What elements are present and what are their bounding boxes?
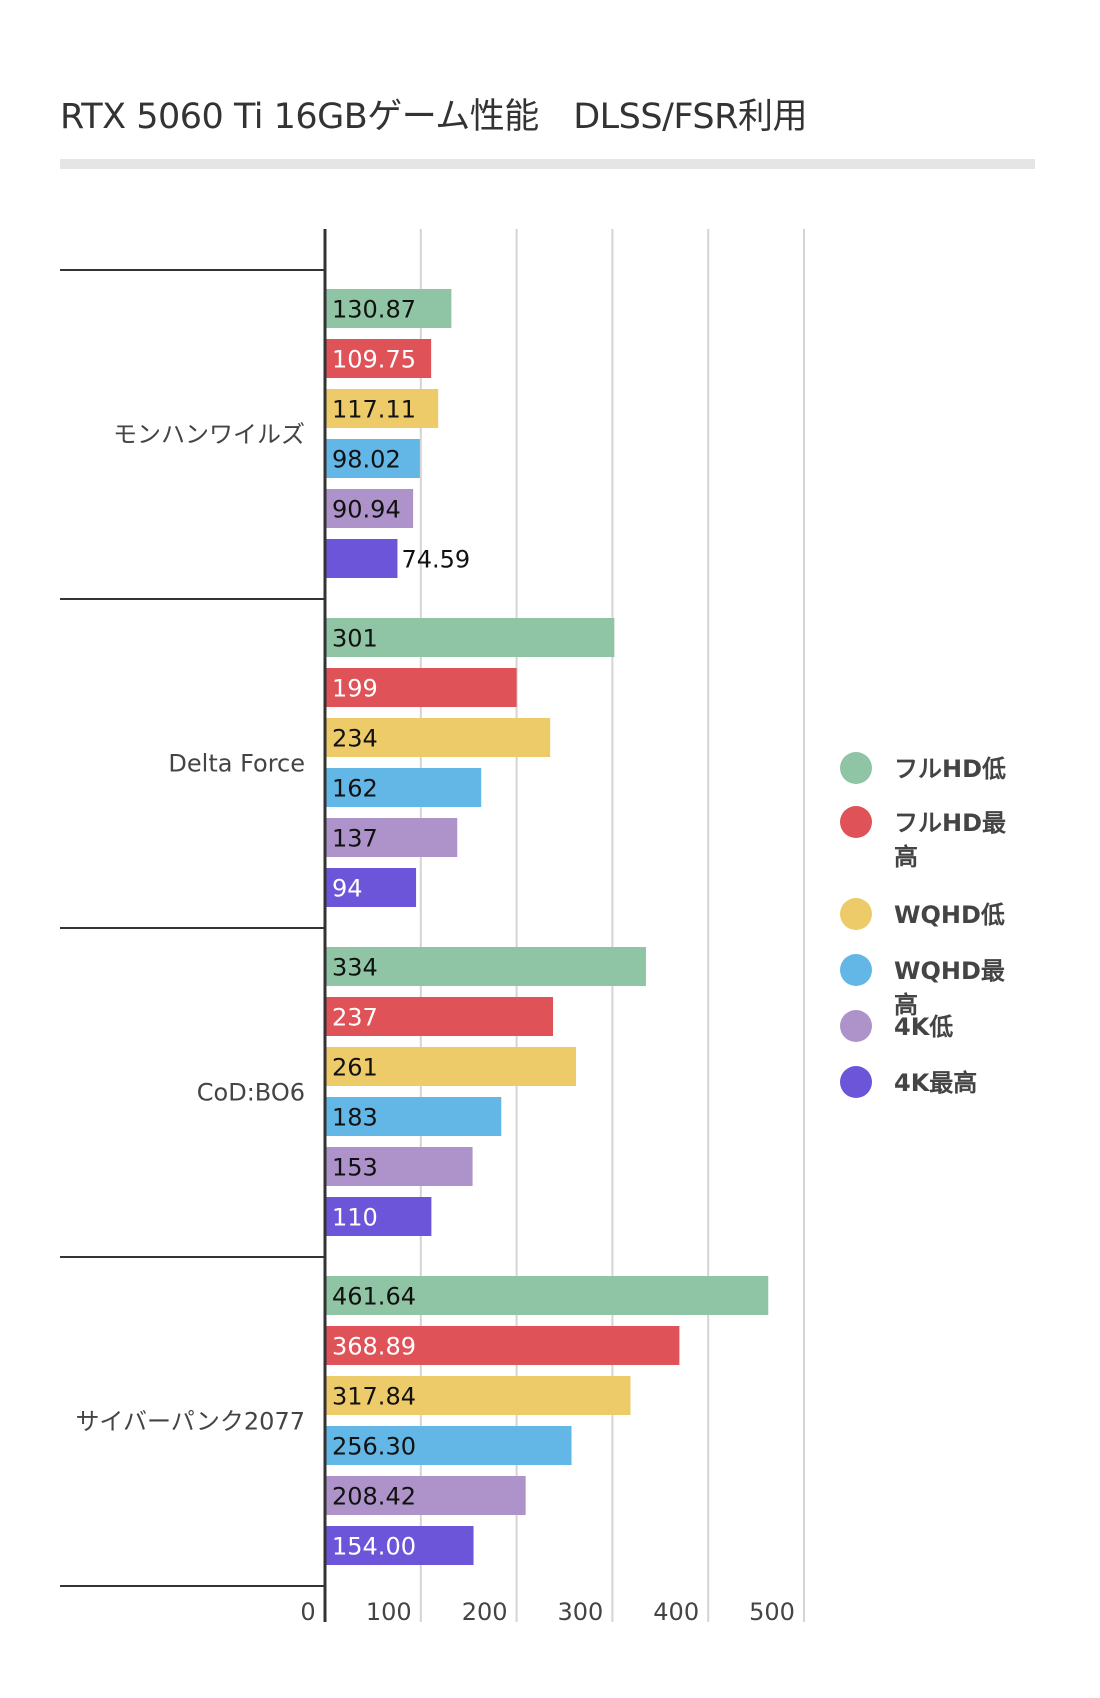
- category-label: Delta Force: [168, 750, 305, 778]
- category-label: サイバーパンク2077: [75, 1408, 305, 1436]
- legend-label: 4K最高: [894, 1069, 978, 1097]
- x-tick-label: 100: [366, 1598, 412, 1626]
- legend-swatch: [840, 898, 872, 930]
- bar-value-label: 90.94: [332, 496, 401, 524]
- bar: [326, 1197, 432, 1236]
- legend-swatch: [840, 954, 872, 986]
- bar-value-label: 137: [332, 825, 378, 853]
- bar-value-label: 234: [332, 725, 378, 753]
- bar: [326, 947, 646, 986]
- legend-swatch: [840, 1066, 872, 1098]
- bar: [326, 1326, 680, 1365]
- legend-item: フルHD最高: [840, 806, 1024, 874]
- bar-value-label: 317.84: [332, 1383, 416, 1411]
- bar-value-label: 153: [332, 1154, 378, 1182]
- legend-item: WQHD低: [840, 898, 1024, 932]
- bar: [326, 818, 458, 857]
- legend-item: フルHD低: [840, 752, 1024, 786]
- bar: [326, 1476, 526, 1515]
- legend-swatch: [840, 806, 872, 838]
- bar: [326, 668, 517, 707]
- bar-value-label: 461.64: [332, 1283, 416, 1311]
- x-tick-label: 400: [653, 1598, 699, 1626]
- bar-value-label: 74.59: [401, 546, 470, 574]
- bar: [326, 389, 439, 428]
- bar: [326, 339, 432, 378]
- title-divider: [60, 159, 1035, 169]
- x-tick-label: 300: [557, 1598, 603, 1626]
- category-label: モンハンワイルズ: [113, 421, 305, 449]
- bar-value-label: 109.75: [332, 346, 416, 374]
- bar: [326, 1526, 474, 1565]
- bar-value-label: 110: [332, 1204, 378, 1232]
- bar: [326, 997, 554, 1036]
- bar-value-label: 368.89: [332, 1333, 416, 1361]
- bar: [326, 1276, 769, 1315]
- bar: [326, 868, 417, 907]
- bar-value-label: 130.87: [332, 296, 416, 324]
- x-tick-label: 500: [749, 1598, 795, 1626]
- bar-value-label: 208.42: [332, 1483, 416, 1511]
- chart-title: RTX 5060 Ti 16GBゲーム性能 DLSS/FSR利用: [60, 97, 807, 137]
- legend-label: フルHD最高: [894, 809, 1007, 871]
- legend-item: 4K最高: [840, 1066, 1024, 1100]
- x-tick-label: 200: [462, 1598, 508, 1626]
- legend-swatch: [840, 1010, 872, 1042]
- legend-swatch: [840, 752, 872, 784]
- bar-value-label: 154.00: [332, 1533, 416, 1561]
- category-label: CoD:BO6: [197, 1079, 305, 1107]
- bar-value-label: 256.30: [332, 1433, 416, 1461]
- bar: [326, 1047, 577, 1086]
- bar: [326, 768, 482, 807]
- bar: [326, 1376, 631, 1415]
- bar-value-label: 98.02: [332, 446, 401, 474]
- legend-item: WQHD最高: [840, 954, 1024, 1022]
- bar-value-label: 301: [332, 625, 378, 653]
- bar: [326, 1147, 473, 1186]
- legend-label: WQHD最高: [894, 957, 1005, 1019]
- legend-label: フルHD低: [894, 755, 1007, 783]
- bar-value-label: 162: [332, 775, 378, 803]
- legend-label: 4K低: [894, 1013, 954, 1041]
- bar: [326, 439, 420, 478]
- bar-value-label: 94: [332, 875, 363, 903]
- bar-value-label: 199: [332, 675, 378, 703]
- bar-value-label: 237: [332, 1004, 378, 1032]
- x-tick-label: 0: [300, 1598, 315, 1626]
- bar: [326, 289, 452, 328]
- bar: [326, 489, 414, 528]
- bar-value-label: 334: [332, 954, 378, 982]
- bar: [326, 539, 398, 578]
- bar-value-label: 183: [332, 1104, 378, 1132]
- legend-item: 4K低: [840, 1010, 1024, 1044]
- bar: [326, 618, 615, 657]
- legend-label: WQHD低: [894, 901, 1005, 929]
- bar: [326, 718, 551, 757]
- bar-value-label: 261: [332, 1054, 378, 1082]
- bar: [326, 1097, 502, 1136]
- bar-value-label: 117.11: [332, 396, 416, 424]
- bar: [326, 1426, 572, 1465]
